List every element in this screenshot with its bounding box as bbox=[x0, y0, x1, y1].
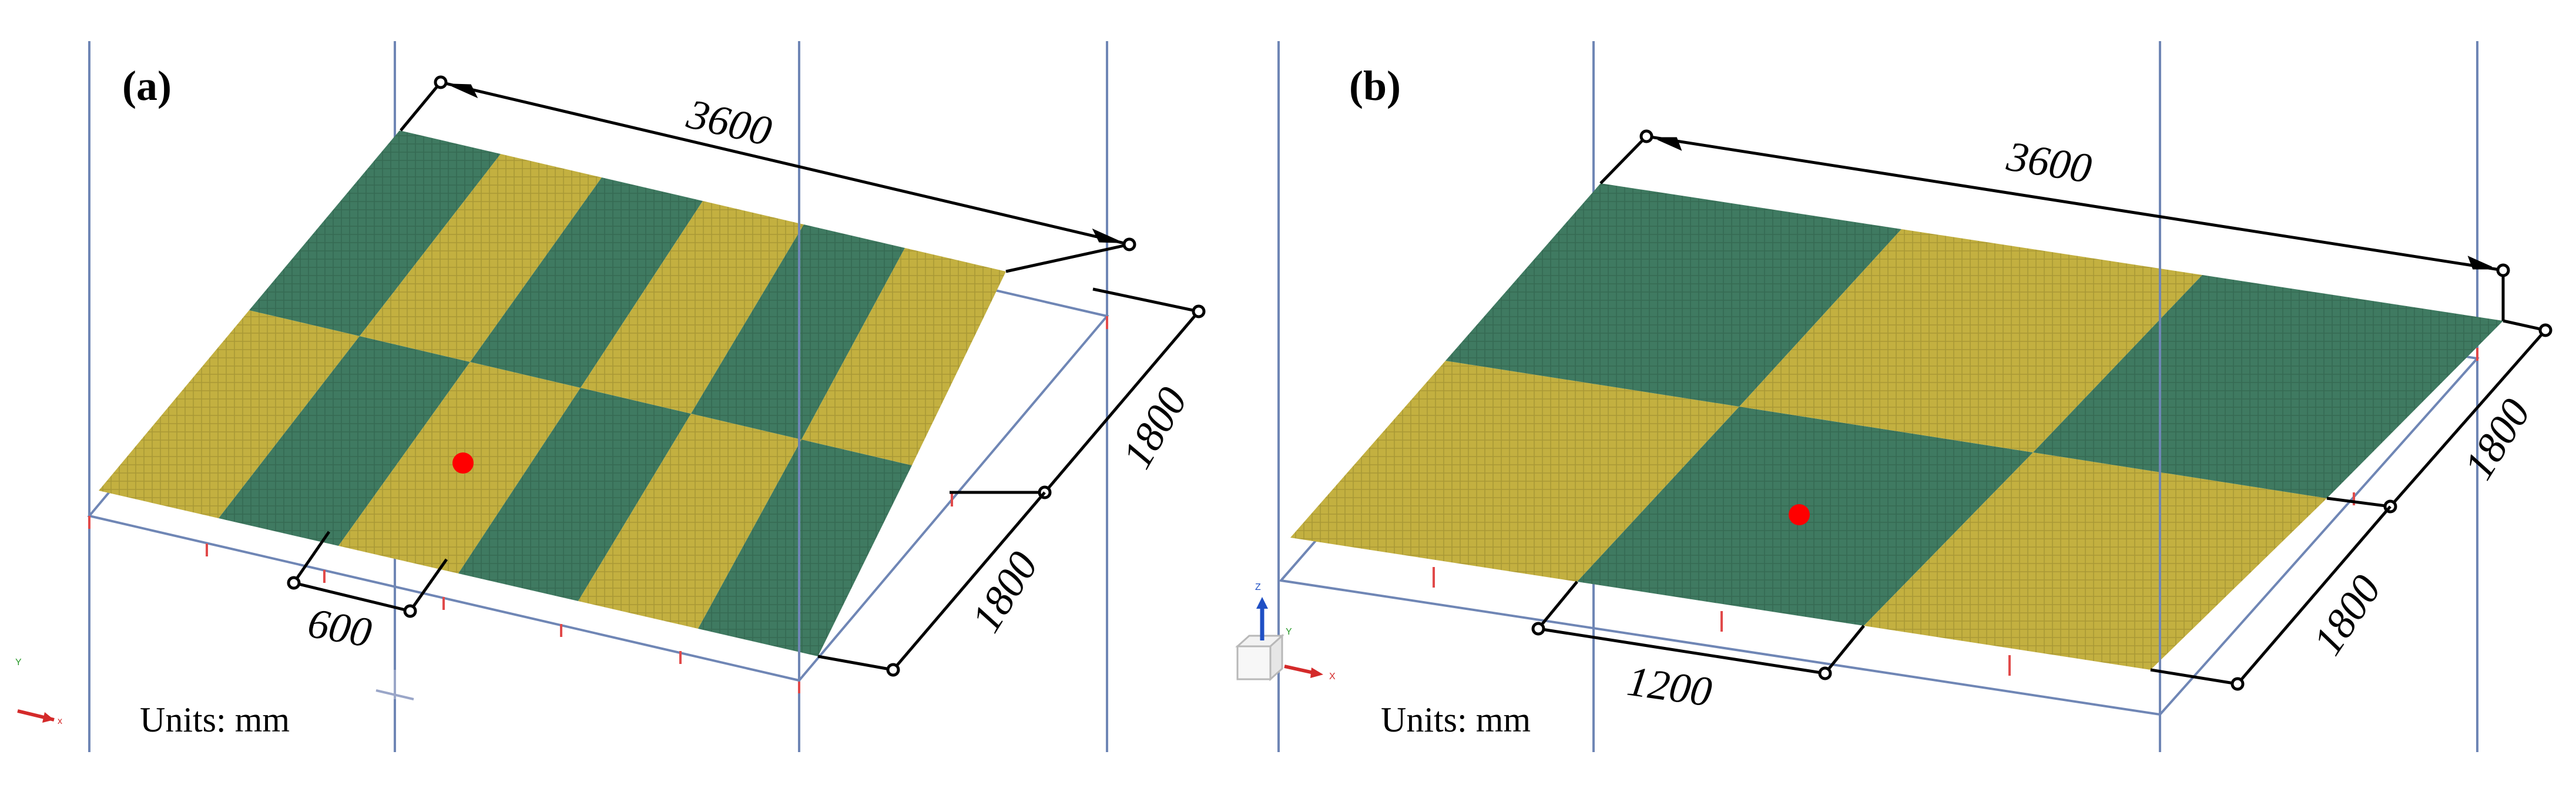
panel-label: (a) bbox=[122, 62, 172, 109]
dimension-length-label: 3600 bbox=[2003, 132, 2095, 192]
plate-tile bbox=[249, 130, 501, 336]
dimension-length bbox=[400, 75, 1136, 273]
units-label: Units: mm bbox=[1381, 700, 1531, 739]
panel-b: 3600 1800 1800 1200 (b) Units: mm bbox=[1235, 41, 2552, 752]
plate-tile bbox=[99, 310, 360, 518]
plate-tile bbox=[1290, 361, 1739, 582]
svg-text:Z: Z bbox=[1255, 582, 1261, 592]
support-marks bbox=[88, 316, 1108, 693]
units-label: Units: mm bbox=[140, 700, 290, 739]
load-point-marker bbox=[452, 452, 474, 474]
dimension-depth-front-label: 1800 bbox=[962, 544, 1047, 640]
xy-axis-icon: x Y bbox=[15, 657, 62, 726]
origin-marker bbox=[375, 670, 414, 700]
dimension-depth-front bbox=[2150, 505, 2391, 691]
dimension-depth-back-label: 1800 bbox=[1113, 380, 1196, 477]
dimension-strip bbox=[1531, 581, 1865, 680]
dimension-depth-back bbox=[2326, 319, 2552, 514]
plate-tile bbox=[219, 336, 470, 546]
plate-tile bbox=[1864, 452, 2327, 670]
svg-text:X: X bbox=[1329, 672, 1336, 682]
plate-tile bbox=[1739, 229, 2202, 452]
dimension-depth-front-label: 1800 bbox=[2304, 567, 2390, 663]
dimension-depth-back-label: 1800 bbox=[2455, 391, 2540, 488]
svg-text:Y: Y bbox=[15, 657, 22, 667]
dimension-length bbox=[1599, 129, 2510, 321]
plate-tile bbox=[581, 201, 804, 414]
dimension-strip-label: 600 bbox=[304, 599, 375, 657]
plate-tile bbox=[2033, 275, 2503, 498]
load-point-marker bbox=[1789, 504, 1810, 525]
plate-tile bbox=[801, 248, 1006, 465]
plate-a bbox=[99, 130, 1006, 656]
svg-text:x: x bbox=[58, 716, 62, 726]
plate-tile bbox=[458, 388, 691, 601]
dimension-depth-front bbox=[817, 491, 1046, 677]
plate-tile bbox=[1445, 183, 1901, 407]
plate-tile bbox=[470, 177, 703, 388]
svg-text:Y: Y bbox=[1286, 627, 1292, 637]
dimension-strip-label: 1200 bbox=[1624, 657, 1715, 716]
dimension-strip bbox=[287, 531, 448, 618]
panel-a: 3600 1800 1800 600 (a) Units: mm bbox=[15, 41, 1206, 752]
plate-tile bbox=[360, 154, 602, 362]
dimension-length-label: 3600 bbox=[682, 90, 776, 155]
panel-label: (b) bbox=[1349, 62, 1401, 109]
plate-b bbox=[1290, 183, 2503, 670]
plate-tile bbox=[698, 440, 912, 656]
view-cube-icon: Z X Y bbox=[1235, 582, 1336, 682]
plate-tile bbox=[578, 414, 801, 629]
